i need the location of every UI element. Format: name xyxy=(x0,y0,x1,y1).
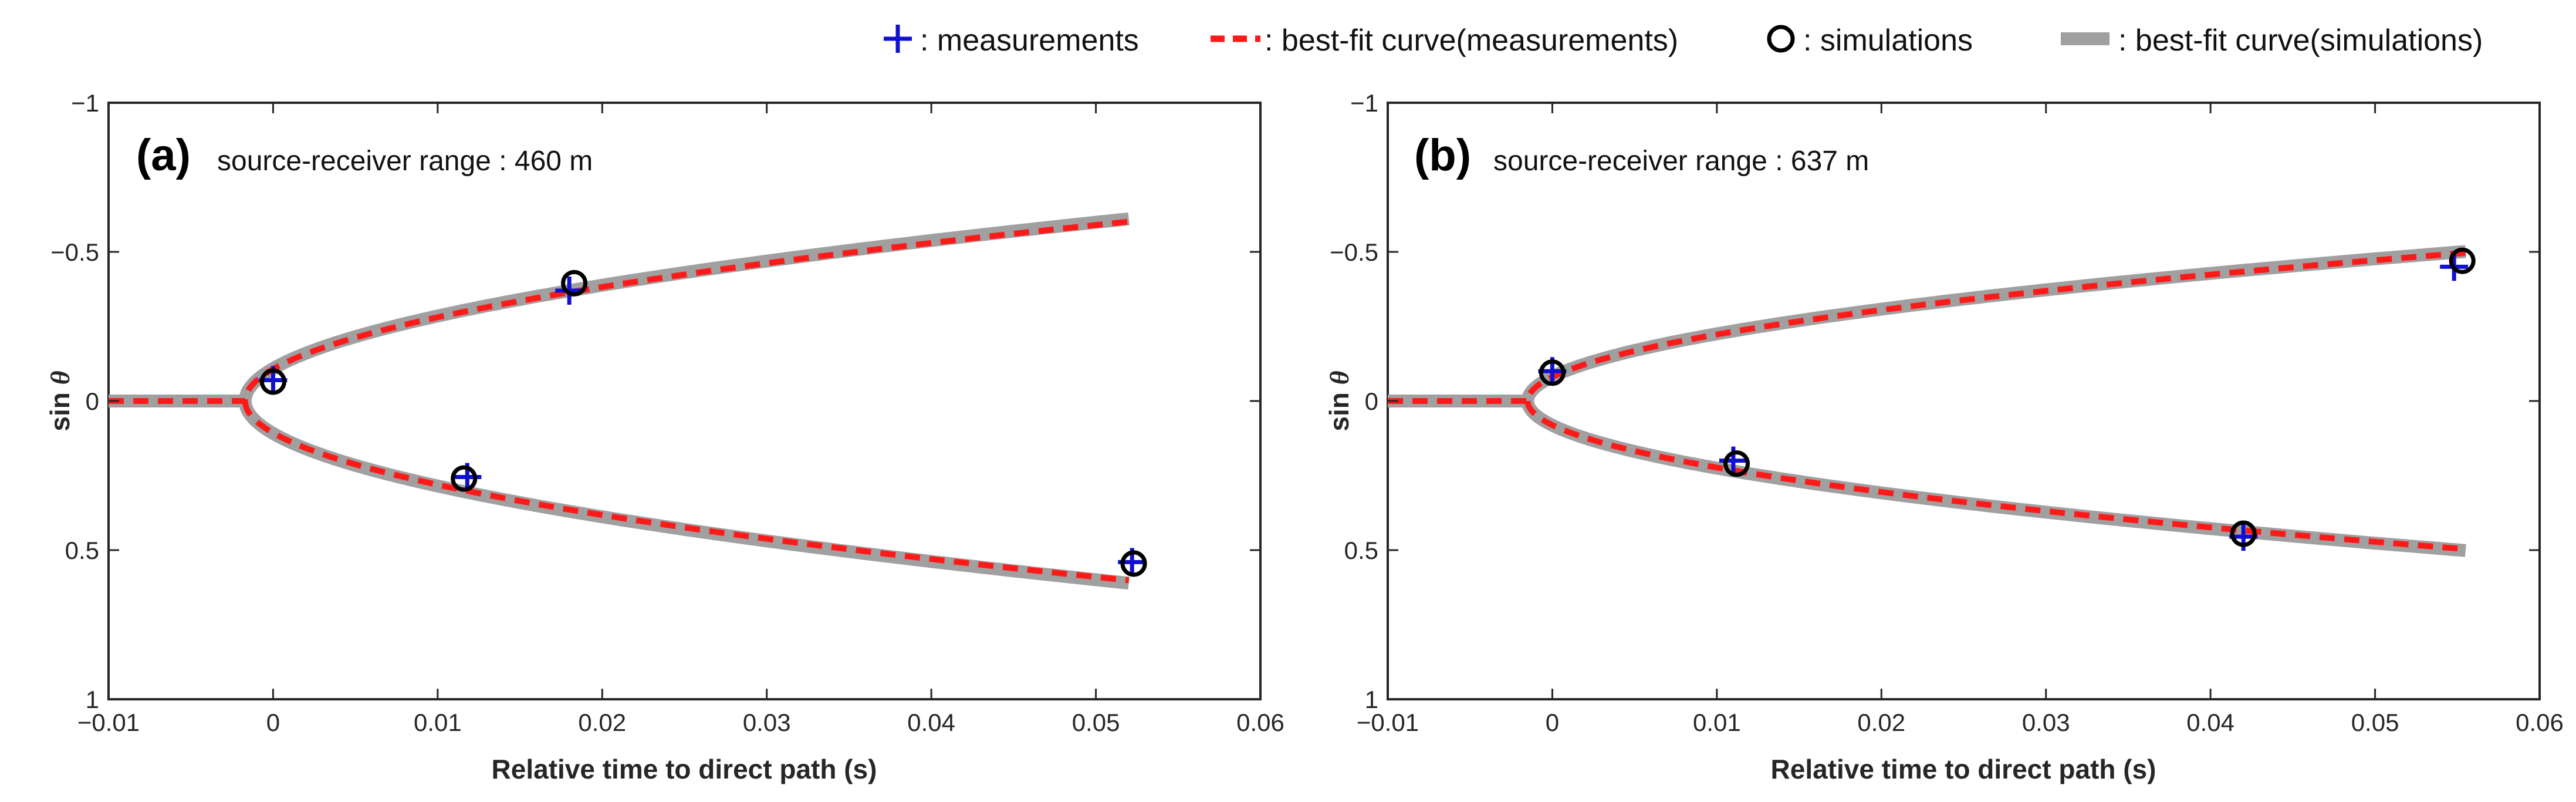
legend-item-simulations: : simulations xyxy=(1767,23,1973,58)
y-axis-label: sin θ xyxy=(1324,370,1354,431)
simulation-point xyxy=(1120,550,1147,577)
x-tick-label: 0.06 xyxy=(1236,709,1284,736)
y-tick-label: 0.5 xyxy=(1344,537,1378,564)
x-tick-label: 0.01 xyxy=(1693,709,1741,736)
legend-label-simulations: : simulations xyxy=(1803,23,1973,58)
y-tick-label: 0 xyxy=(1365,387,1378,415)
simulation-point xyxy=(561,269,588,296)
legend-circle-marker xyxy=(1767,25,1795,53)
plot-frame xyxy=(107,102,1262,700)
x-tick-label: 0.06 xyxy=(2516,709,2564,736)
x-tick-label: 0.02 xyxy=(1857,709,1905,736)
y-tick-label: 1 xyxy=(1365,686,1378,713)
x-axis-label: Relative time to direct path (s) xyxy=(1771,754,2156,784)
y-axis-ticks: −1 −0.5 0 0.5 1 xyxy=(1330,89,2540,713)
y-tick-label: −0.5 xyxy=(1330,238,1378,266)
x-tick-label: 0 xyxy=(1546,709,1559,736)
x-tick-label: 0.04 xyxy=(2186,709,2234,736)
simulation-point xyxy=(1539,359,1566,386)
y-axis-label-text: sin xyxy=(1324,385,1354,431)
panel-label: (a) xyxy=(136,130,191,180)
x-tick-label: 0.03 xyxy=(743,709,791,736)
legend-label-fit-simulations: : best-fit curve(simulations) xyxy=(2118,23,2483,58)
x-tick-label: 0.05 xyxy=(1072,709,1120,736)
y-tick-label: 1 xyxy=(86,686,99,713)
y-axis-label-text: sin xyxy=(45,385,75,431)
simulation-markers xyxy=(259,269,1147,577)
x-tick-label: 0.04 xyxy=(907,709,955,736)
plot-frame xyxy=(1387,102,2541,700)
y-tick-label: −1 xyxy=(71,89,99,117)
y-tick-label: −0.5 xyxy=(50,238,99,266)
simulation-point xyxy=(451,465,478,492)
y-axis-label: sin θ xyxy=(45,370,75,431)
y-tick-label: 0.5 xyxy=(65,537,99,564)
x-tick-label: 0.02 xyxy=(578,709,626,736)
y-axis-label-theta: θ xyxy=(1324,370,1354,385)
y-axis-ticks: −1 −0.5 0 0.5 1 xyxy=(50,89,1260,713)
x-tick-label: 0.03 xyxy=(2022,709,2070,736)
legend-item-measurements: : measurements xyxy=(884,23,1139,58)
y-axis-label-theta: θ xyxy=(45,370,75,385)
range-annotation: source-receiver range : 637 m xyxy=(1493,146,1869,177)
measurement-point xyxy=(555,277,584,305)
y-tick-label: 0 xyxy=(86,387,99,415)
simulation-markers xyxy=(1539,247,2476,547)
legend-label-fit-measurements: : best-fit curve(measurements) xyxy=(1265,23,1678,58)
x-tick-label: −0.01 xyxy=(77,709,140,736)
simulation-point xyxy=(259,368,286,395)
simulation-point xyxy=(2230,520,2257,547)
x-tick-label: 0 xyxy=(266,709,280,736)
x-tick-label: 0.01 xyxy=(414,709,462,736)
y-tick-label: −1 xyxy=(1350,89,1378,117)
legend-item-fit-measurements: : best-fit curve(measurements) xyxy=(1211,23,1678,58)
x-axis-ticks: −0.01 0 0.01 0.02 0.03 0.04 0.05 0.06 xyxy=(77,103,1284,736)
x-axis-label: Relative time to direct path (s) xyxy=(492,754,877,784)
legend-item-fit-simulations: : best-fit curve(simulations) xyxy=(2061,23,2483,58)
panel-label: (b) xyxy=(1414,130,1471,180)
legend-label-measurements: : measurements xyxy=(920,23,1139,58)
chart-panel-b: −0.01 0 0.01 0.02 0.03 0.04 0.05 0.06 −1 −0.5 0 0.… xyxy=(1324,89,2564,784)
range-annotation: source-receiver range : 460 m xyxy=(217,146,593,177)
simulation-point xyxy=(1723,450,1750,477)
x-tick-label: −0.01 xyxy=(1357,709,1419,736)
x-axis-ticks: −0.01 0 0.01 0.02 0.03 0.04 0.05 0.06 xyxy=(1357,103,2564,736)
simulation-point xyxy=(2449,247,2476,274)
legend: : measurements : best-fit curve(measurem… xyxy=(884,23,2483,58)
chart-panel-a: −0.01 0 0.01 0.02 0.03 0.04 0.05 0.06 −1 −0.5 0 0.… xyxy=(45,89,1284,784)
x-tick-label: 0.05 xyxy=(2351,709,2399,736)
